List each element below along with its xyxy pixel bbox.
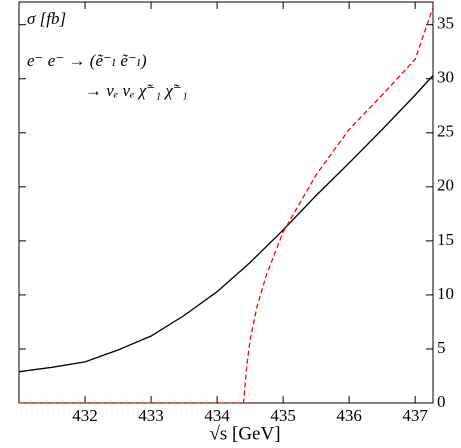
y-tick-label: 25 — [437, 122, 454, 141]
annotation: e⁻ e⁻ → (ẽ⁻ₗ ẽ⁻ₗ) — [27, 51, 147, 70]
curve — [19, 7, 434, 404]
plot-frame — [18, 1, 434, 404]
y-tick-label: 0 — [437, 392, 446, 411]
y-axis-label: σ [fb] — [27, 9, 66, 28]
x-tick-label: 433 — [138, 406, 164, 425]
annotation: → νₑ νₑ χ̃⁻₁ χ̃⁻₁ — [85, 81, 188, 100]
curve — [18, 75, 434, 373]
x-tick-label: 437 — [402, 406, 428, 425]
x-tick-label: 435 — [270, 406, 296, 425]
x-tick-label: 434 — [204, 406, 230, 425]
y-tick-label: 5 — [437, 338, 446, 357]
y-tick-label: 30 — [437, 68, 454, 87]
y-tick-label: 10 — [437, 284, 454, 303]
y-tick-label: 35 — [437, 14, 454, 33]
x-tick-label: 436 — [336, 406, 362, 425]
x-axis-label: √s [GeV] — [209, 423, 280, 443]
y-tick-label: 15 — [437, 230, 454, 249]
y-tick-label: 20 — [437, 176, 454, 195]
x-tick-label: 432 — [72, 406, 98, 425]
